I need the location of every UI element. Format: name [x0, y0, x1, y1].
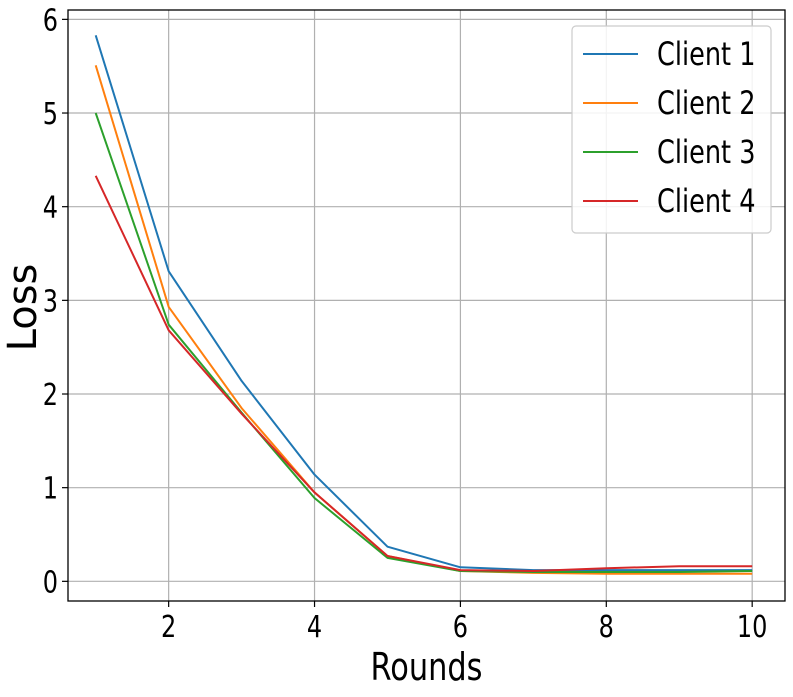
- y-tick-label: 3: [43, 285, 58, 319]
- x-tick-label: 6: [453, 610, 468, 644]
- legend-label: Client 1: [657, 35, 756, 73]
- y-axis-ticks: 0 1 2 3 4 5 6: [43, 4, 68, 600]
- x-tick-label: 8: [599, 610, 614, 644]
- series-line-client-3: [94, 112, 753, 573]
- y-tick-label: 2: [43, 379, 58, 413]
- x-axis-label: Rounds: [370, 646, 482, 690]
- x-axis-ticks: 2 4 6 8 10: [161, 601, 767, 645]
- y-tick-label: 0: [43, 566, 58, 600]
- series-line-client-1: [94, 35, 753, 572]
- y-tick-label: 6: [43, 4, 58, 38]
- legend-label: Client 2: [657, 84, 756, 122]
- x-tick-label: 10: [737, 610, 768, 644]
- legend: Client 1 Client 2 Client 3 Client 4: [571, 25, 772, 234]
- legend-label: Client 4: [657, 182, 756, 220]
- y-axis-label: Loss: [0, 264, 46, 352]
- x-tick-label: 4: [307, 610, 322, 644]
- plot-frame: [67, 9, 786, 602]
- series-line-client-4: [94, 175, 753, 572]
- legend-label: Client 3: [657, 133, 756, 171]
- y-tick-label: 1: [43, 472, 58, 506]
- y-tick-label: 5: [43, 98, 58, 132]
- legend-box: [571, 25, 772, 234]
- y-tick-label: 4: [43, 191, 58, 225]
- series-lines: [94, 35, 753, 575]
- x-tick-label: 2: [161, 610, 176, 644]
